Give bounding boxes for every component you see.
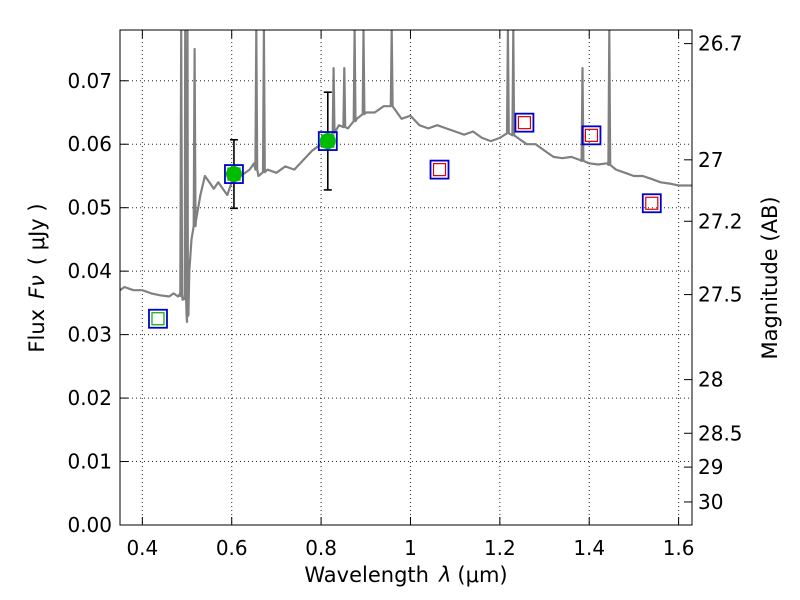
mag-tick-label: 27.2 xyxy=(698,209,743,233)
model-marker-outer xyxy=(429,159,450,180)
mag-tick-label: 28.5 xyxy=(698,421,743,445)
y-tick-label: 0.01 xyxy=(67,450,112,474)
plot-area xyxy=(120,30,692,329)
plot-frame xyxy=(119,29,693,526)
model-marker-outer xyxy=(514,112,535,133)
x-tick-label: 1.6 xyxy=(663,536,695,560)
tick-labels: 0.4 0.6 0.8 1 1.2 1.4 1.6 0.00 0.01 0.02 0.03 0.04 0… xyxy=(67,32,742,560)
mag-tick-label: 30 xyxy=(698,490,723,514)
y-axis-label: FluxFν( μJy ) xyxy=(25,203,49,352)
y-tick-label: 0.06 xyxy=(67,132,112,156)
model-marker-inner xyxy=(645,196,659,210)
model-marker-inner xyxy=(517,116,532,130)
model-marker-outer xyxy=(224,164,244,184)
model-marker-inner xyxy=(584,128,599,142)
y-tick-label: 0.05 xyxy=(67,196,112,220)
mag-tick-label: 28 xyxy=(698,368,723,392)
observed-point xyxy=(225,166,242,183)
y-tick-label: 0.07 xyxy=(67,69,112,93)
y-axis-right-label: Magnitude (AB) xyxy=(758,196,782,359)
x-tick-label: 1.2 xyxy=(484,536,516,560)
y-tick-label: 0.04 xyxy=(67,259,112,283)
model-marker-inner xyxy=(432,163,447,177)
mag-tick-label: 29 xyxy=(698,455,723,479)
mag-tick-label: 27 xyxy=(698,148,723,172)
model-marker-outer xyxy=(148,308,168,329)
model-marker-inner xyxy=(151,312,165,326)
model-marker-outer xyxy=(641,193,662,214)
x-tick-label: 1 xyxy=(404,536,417,560)
x-tick-label: 0.6 xyxy=(216,536,248,560)
model-marker-outer xyxy=(581,125,602,146)
y-tick-label: 0.02 xyxy=(67,386,112,410)
observed-point xyxy=(319,133,336,150)
mag-tick-label: 26.7 xyxy=(698,32,743,56)
x-axis-label: Wavelength λ (μm) xyxy=(304,563,507,587)
model-marker-outer xyxy=(317,131,338,151)
x-tick-label: 0.4 xyxy=(126,536,158,560)
spectrum-line xyxy=(120,30,692,323)
y-tick-label: 0.00 xyxy=(67,513,112,537)
ticks xyxy=(120,30,692,526)
x-tick-label: 1.4 xyxy=(573,536,605,560)
mag-tick-label: 27.5 xyxy=(698,283,743,307)
y-tick-label: 0.03 xyxy=(67,323,112,347)
x-tick-label: 0.8 xyxy=(305,536,337,560)
